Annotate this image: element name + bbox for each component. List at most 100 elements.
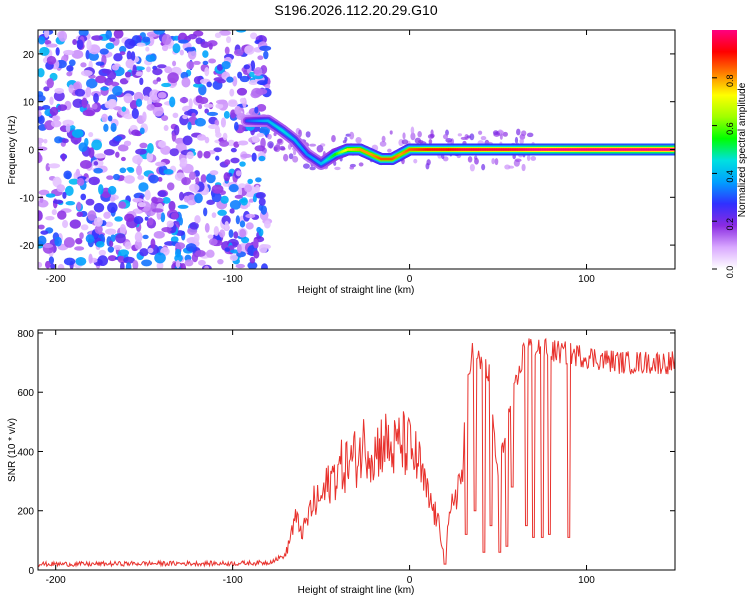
speckle-blob (309, 166, 316, 171)
noise-blob (211, 184, 224, 194)
snr-xlabel: Height of straight line (km) (298, 585, 415, 596)
noise-blob (215, 131, 222, 138)
chart-title: S196.2026.112.20.29.G10 (274, 2, 437, 18)
noise-blob (78, 30, 89, 37)
noise-blob (72, 98, 84, 108)
noise-blob (108, 240, 114, 247)
noise-blob (187, 33, 198, 40)
noise-blob (179, 191, 184, 201)
noise-blob (179, 49, 184, 56)
speckle-blob (467, 156, 473, 163)
speckle-blob (492, 130, 499, 136)
noise-blob (119, 51, 126, 56)
speckle-blob (514, 136, 519, 144)
noise-blob (175, 260, 181, 269)
noise-blob (63, 237, 75, 248)
noise-blob (194, 215, 201, 224)
noise-blob (52, 199, 64, 204)
noise-blob (235, 30, 247, 33)
noise-blob (156, 261, 164, 269)
noise-blob (66, 71, 73, 77)
noise-blob (186, 151, 194, 160)
noise-blob (236, 243, 242, 254)
noise-blob (227, 100, 238, 107)
noise-blob (243, 64, 251, 70)
noise-blob (145, 46, 150, 52)
y-tick-label: 10 (23, 98, 35, 109)
snr-series-line (38, 337, 675, 568)
noise-blob (204, 265, 210, 269)
noise-blob (137, 202, 146, 208)
speckle-blob (267, 141, 274, 149)
noise-blob (119, 224, 127, 235)
noise-blob (114, 216, 123, 222)
noise-blob (215, 99, 228, 105)
speckle-blob (302, 163, 310, 169)
noise-blob (158, 140, 167, 148)
speckle-blob (292, 155, 299, 163)
noise-blob (49, 96, 54, 106)
noise-blob (213, 147, 222, 153)
noise-blob (261, 263, 268, 269)
noise-blob (256, 132, 265, 138)
noise-blob (161, 44, 169, 52)
noise-blob (189, 183, 200, 193)
noise-blob (179, 97, 189, 104)
noise-blob (97, 255, 109, 267)
noise-blob (215, 103, 224, 109)
noise-blob (137, 175, 145, 180)
noise-blob (71, 129, 84, 138)
noise-blob (93, 161, 99, 166)
noise-blob (109, 37, 116, 42)
noise-blob (233, 231, 239, 239)
spectrogram-ylabel: Frequency (Hz) (7, 116, 18, 185)
noise-blob (119, 45, 127, 53)
noise-blob (181, 77, 191, 88)
noise-blob (172, 112, 179, 119)
noise-blob (132, 259, 139, 269)
noise-blob (94, 153, 106, 159)
noise-blob (188, 98, 193, 109)
speckle-blob (344, 136, 348, 142)
noise-blob (208, 42, 213, 50)
noise-blob (240, 197, 248, 206)
noise-blob (153, 30, 165, 35)
speckle-blob (521, 130, 527, 137)
noise-blob (178, 216, 184, 226)
noise-blob (130, 51, 136, 62)
noise-blob (208, 58, 217, 64)
speckle-blob (387, 148, 392, 153)
noise-blob (133, 91, 144, 103)
noise-blob (249, 256, 256, 264)
noise-blob (216, 64, 224, 71)
speckle-blob (418, 139, 424, 144)
speckle-blob (427, 134, 435, 139)
noise-blob (187, 121, 192, 131)
noise-blob (195, 176, 200, 185)
noise-blob (194, 232, 200, 243)
speckle-blob (481, 163, 486, 171)
snr-frame (37, 329, 676, 571)
noise-blob (135, 98, 143, 107)
noise-blob (234, 194, 244, 199)
noise-blob (85, 86, 92, 98)
noise-blob (170, 212, 179, 220)
speckle-blob (519, 138, 524, 145)
noise-blob (38, 114, 45, 125)
speckle-blob (417, 131, 422, 138)
noise-blob (133, 216, 144, 225)
noise-blob (38, 106, 45, 111)
noise-blob (186, 61, 195, 70)
speckle-blob (381, 135, 386, 143)
noise-blob (164, 66, 173, 74)
noise-blob (132, 197, 144, 203)
speckle-blob (442, 134, 449, 140)
noise-blob (86, 39, 92, 51)
noise-blob (91, 35, 103, 41)
noise-blob (182, 114, 188, 120)
noise-blob (224, 46, 230, 55)
noise-blob (172, 60, 177, 67)
colorbar-tick-label: 0.8 (725, 75, 735, 88)
speckle-blob (379, 141, 387, 147)
noise-blob (248, 198, 255, 203)
